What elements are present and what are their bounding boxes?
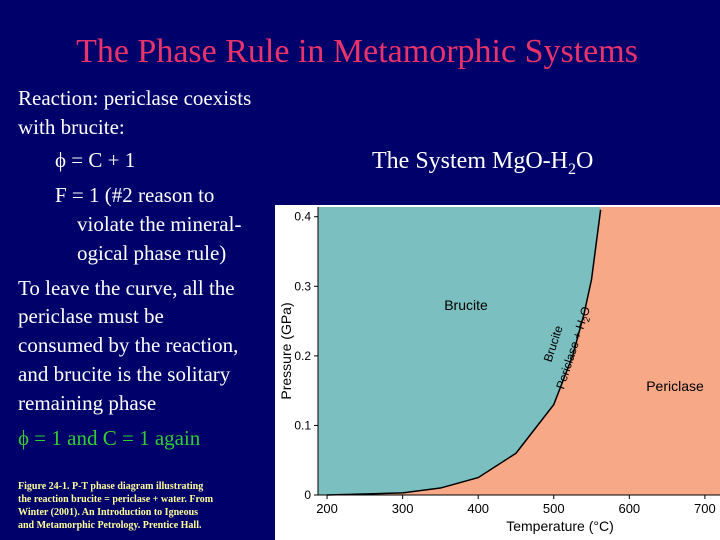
y-tick-label: 0.4 (294, 210, 311, 224)
curve-label-text: O (577, 305, 593, 318)
subtitle: The System MgO-H2O (372, 148, 593, 178)
x-tick-label: 300 (392, 501, 414, 516)
body-line: with brucite: (18, 115, 125, 139)
body-line: remaining phase (18, 391, 156, 415)
x-tick-label: 400 (467, 501, 489, 516)
subtitle-sub: 2 (568, 161, 576, 178)
caption-line: Winter (2001). An Introduction to Igneou… (18, 507, 198, 518)
region-periclase (327, 207, 720, 495)
body-line: F = 1 (#2 reason to (55, 183, 214, 207)
subtitle-text: The System MgO-H (372, 148, 568, 174)
x-tick-label: 200 (316, 501, 338, 516)
body-line: Reaction: periclase coexists (18, 86, 251, 110)
y-tick-label: 0.2 (294, 349, 311, 363)
body-line: To leave the curve, all the (18, 276, 235, 300)
x-axis-label: Temperature (°C) (506, 518, 614, 534)
body-line: consumed by the reaction, (18, 333, 238, 357)
x-tick-label: 500 (543, 501, 565, 516)
body-line: ϕ = 1 and C = 1 again (18, 426, 201, 450)
caption-line: and Metamorphic Petrology. Prentice Hall… (18, 520, 202, 531)
caption-line: Figure 24-1. P-T phase diagram illustrat… (18, 481, 203, 492)
body-line: ϕ = C + 1 (55, 148, 135, 172)
x-tick-label: 600 (618, 501, 640, 516)
region-brucite (318, 207, 601, 495)
y-tick-label: 0.3 (294, 279, 311, 293)
body-line: violate the mineral- (77, 212, 241, 236)
phase-boundary (327, 209, 602, 496)
y-axis-label: Pressure (GPa) (278, 302, 294, 399)
body-line: and brucite is the solitary (18, 362, 231, 386)
body-line: ogical phase rule) (77, 241, 226, 265)
curve-label-sub: 2 (581, 315, 592, 323)
y-tick-label: 0.1 (294, 418, 311, 432)
caption-line: the reaction brucite = periclase + water… (18, 494, 214, 505)
body-line: periclase must be (18, 304, 164, 328)
x-tick-label: 700 (694, 501, 716, 516)
region-label: Periclase (646, 378, 704, 394)
y-tick-label: 0 (304, 488, 311, 502)
subtitle-text: O (576, 148, 593, 174)
region-label: Brucite (444, 297, 488, 313)
slide-title: The Phase Rule in Metamorphic Systems (76, 33, 638, 70)
